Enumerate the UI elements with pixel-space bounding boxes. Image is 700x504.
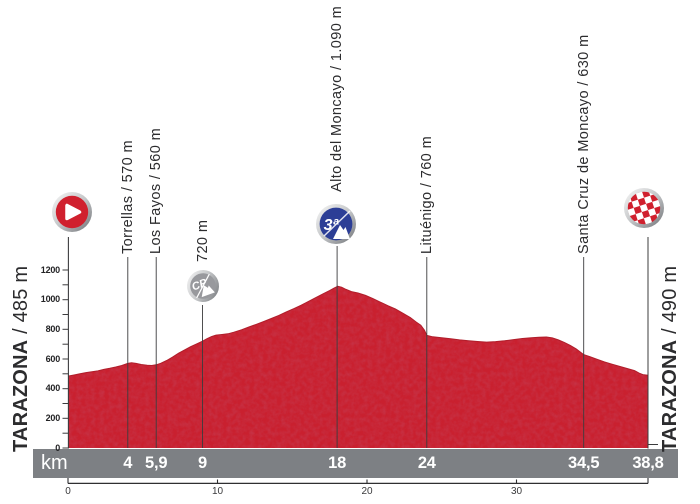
ruler-tick-label: 0 (65, 486, 71, 497)
unclassified-summit-icon: CP (187, 270, 219, 302)
mountain-icon (333, 225, 350, 239)
category-3-climb-icon: 3ª (316, 204, 356, 244)
waypoint-label: Torrellas / 570 m (119, 140, 136, 254)
y-axis-tick-label: 1000 (40, 294, 60, 305)
waypoint-label: Lituénigo / 760 m (418, 135, 435, 254)
waypoint-label: Alto del Moncayo / 1.090 m (329, 5, 346, 192)
km-marker-value: 18 (328, 454, 347, 472)
y-axis-tick-label: 800 (45, 323, 61, 334)
start-town-elevation: / 485 m (10, 265, 32, 340)
chart-axes-and-markers (62, 237, 658, 484)
stage-finish-icon (624, 188, 664, 228)
y-axis-tick-label: 1200 (40, 264, 60, 275)
ruler-tick-label: 10 (211, 486, 224, 497)
finish-town-name: TARAZONA (659, 339, 681, 452)
waypoint-label: 720 m (194, 219, 211, 262)
start-town-label: TARAZONA / 485 m (10, 266, 33, 452)
mountain-icon (201, 285, 215, 298)
waypoint-label: Los Fayos / 560 m (148, 127, 165, 254)
km-unit-label: km (41, 452, 68, 474)
cat3-slash (323, 210, 351, 237)
km-marker-value: 24 (417, 454, 436, 472)
km-marker-value: 5,9 (145, 454, 168, 472)
waypoint-label: Santa Cruz de Moncayo / 630 m (575, 34, 592, 254)
km-marker-value: 34,5 (568, 454, 600, 472)
play-triangle-icon (65, 203, 82, 221)
finish-checkered-flag-icon (627, 191, 661, 225)
y-axis-tick-label: 400 (45, 383, 61, 394)
cp-slash (196, 273, 210, 299)
start-town-name: TARAZONA (10, 339, 32, 452)
ruler-tick-label: 20 (361, 486, 373, 497)
stage-start-icon (52, 192, 92, 232)
km-marker-value: 4 (123, 454, 133, 472)
km-bar: km 4 5,9 9 18 24 34,5 38,8 (33, 449, 678, 478)
ruler-tick-label: 30 (510, 486, 523, 497)
y-axis-tick-label: 600 (45, 353, 61, 364)
elevation-profile-outline (67, 285, 649, 377)
category-3-label: 3ª (324, 217, 340, 234)
y-axis-tick-label: 200 (45, 412, 61, 423)
km-marker-value: 38,8 (632, 454, 664, 472)
elevation-profile-texture (68, 286, 648, 448)
finish-town-label: TARAZONA / 490 m (659, 266, 682, 452)
finish-town-elevation: / 490 m (659, 265, 681, 340)
km-marker-value: 9 (198, 454, 207, 472)
y-axis-tick-label: 0 (55, 442, 60, 453)
